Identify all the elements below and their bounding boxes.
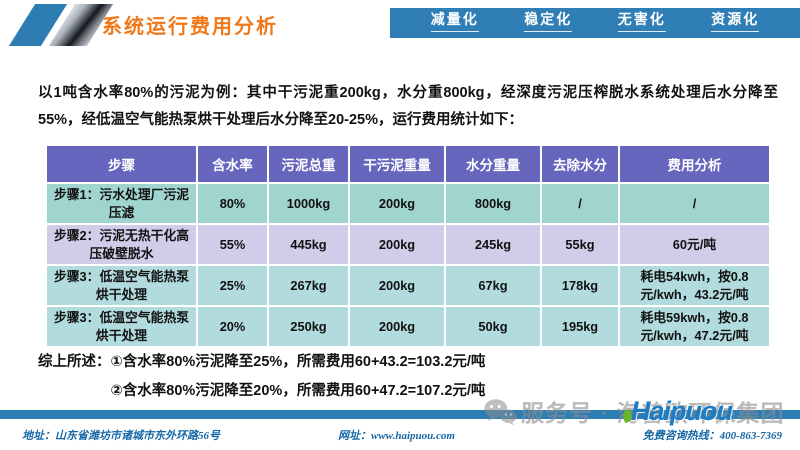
cell-removed: 178kg bbox=[542, 266, 618, 305]
cell-dry-weight: 200kg bbox=[350, 266, 444, 305]
cell-total-weight: 267kg bbox=[269, 266, 348, 305]
table-row: 步骤3：低温空气能热泵烘干处理 25% 267kg 200kg 67kg 178… bbox=[47, 266, 769, 305]
cell-total-weight: 1000kg bbox=[269, 184, 348, 223]
col-header-step: 步骤 bbox=[47, 146, 196, 182]
table-row: 步骤1：污水处理厂污泥压滤 80% 1000kg 200kg 800kg / / bbox=[47, 184, 769, 223]
company-logo bbox=[6, 2, 114, 48]
cell-water-weight: 800kg bbox=[446, 184, 540, 223]
footer-address: 地址：山东省潍坊市诸城市东外环路56号 bbox=[22, 430, 220, 442]
cost-analysis-table: 步骤 含水率 污泥总重 干污泥重量 水分重量 去除水分 费用分析 步骤1：污水处… bbox=[45, 144, 771, 348]
cell-water-weight: 50kg bbox=[446, 307, 540, 346]
cell-dry-weight: 200kg bbox=[350, 184, 444, 223]
summary-label: 综上所述： bbox=[38, 354, 111, 370]
intro-paragraph: 以1吨含水率80%的污泥为例：其中干污泥重200kg，水分重800kg，经深度污… bbox=[38, 85, 778, 128]
cell-step: 步骤1：污水处理厂污泥压滤 bbox=[47, 184, 196, 223]
nav-item-resource: 资源化 bbox=[711, 14, 760, 32]
cell-dry-weight: 200kg bbox=[350, 225, 444, 264]
nav-item-harmless: 无害化 bbox=[617, 14, 666, 32]
cell-step: 步骤3：低温空气能热泵烘干处理 bbox=[47, 266, 196, 305]
cell-cost: 耗电54kwh，按0.8元/kwh，43.2元/吨 bbox=[620, 266, 769, 305]
footer-divider-bar bbox=[0, 410, 800, 419]
col-header-total-weight: 污泥总重 bbox=[269, 146, 348, 182]
watermark-service-text: 服务号 · 海普欧环保集团 bbox=[521, 400, 785, 426]
cell-removed: 55kg bbox=[542, 225, 618, 264]
cell-step: 步骤2：污泥无热干化高压破壁脱水 bbox=[47, 225, 196, 264]
header-nav-bar: 减量化 稳定化 无害化 资源化 bbox=[390, 8, 800, 38]
summary-line-2: ②含水率80%污泥降至20%，所需费用60+47.2=107.2元/吨 bbox=[110, 383, 486, 399]
cell-water-weight: 245kg bbox=[446, 225, 540, 264]
col-header-removed: 去除水分 bbox=[542, 146, 618, 182]
cell-cost: / bbox=[620, 184, 769, 223]
page-title: 系统运行费用分析 bbox=[102, 16, 278, 38]
cell-cost: 60元/吨 bbox=[620, 225, 769, 264]
cell-cost: 耗电59kwh，按0.8元/kwh，47.2元/吨 bbox=[620, 307, 769, 346]
cell-moisture: 55% bbox=[198, 225, 267, 264]
cell-step: 步骤3：低温空气能热泵烘干处理 bbox=[47, 307, 196, 346]
cell-total-weight: 445kg bbox=[269, 225, 348, 264]
cell-removed: / bbox=[542, 184, 618, 223]
watermark: 服务号 · 海普欧环保集团 Haipuou bbox=[483, 388, 795, 428]
summary-line-1: ①含水率80%污泥降至25%，所需费用60+43.2=103.2元/吨 bbox=[110, 354, 486, 370]
cell-moisture: 80% bbox=[198, 184, 267, 223]
table-row: 步骤2：污泥无热干化高压破壁脱水 55% 445kg 200kg 245kg 5… bbox=[47, 225, 769, 264]
col-header-dry-weight: 干污泥重量 bbox=[350, 146, 444, 182]
nav-item-reduction: 减量化 bbox=[430, 14, 479, 32]
col-header-cost: 费用分析 bbox=[620, 146, 769, 182]
footer-website: 网址：www.haipuou.com bbox=[338, 430, 455, 442]
cell-removed: 195kg bbox=[542, 307, 618, 346]
col-header-water-weight: 水分重量 bbox=[446, 146, 540, 182]
table-header-row: 步骤 含水率 污泥总重 干污泥重量 水分重量 去除水分 费用分析 bbox=[47, 146, 769, 182]
footer-hotline: 免费咨询热线：400-863-7369 bbox=[642, 430, 782, 442]
cell-total-weight: 250kg bbox=[269, 307, 348, 346]
col-header-moisture: 含水率 bbox=[198, 146, 267, 182]
summary-block: 综上所述： ①含水率80%污泥降至25%，所需费用60+43.2=103.2元/… bbox=[38, 348, 485, 406]
cell-dry-weight: 200kg bbox=[350, 307, 444, 346]
cell-moisture: 20% bbox=[198, 307, 267, 346]
cell-water-weight: 67kg bbox=[446, 266, 540, 305]
cell-moisture: 25% bbox=[198, 266, 267, 305]
wechat-icon bbox=[484, 399, 517, 426]
haipuou-logo-text: Haipuou bbox=[631, 396, 733, 426]
table-row: 步骤3：低温空气能热泵烘干处理 20% 250kg 200kg 50kg 195… bbox=[47, 307, 769, 346]
nav-item-stabilization: 稳定化 bbox=[524, 14, 573, 32]
footer-info-row: 地址：山东省潍坊市诸城市东外环路56号 网址：www.haipuou.com 免… bbox=[0, 427, 800, 445]
